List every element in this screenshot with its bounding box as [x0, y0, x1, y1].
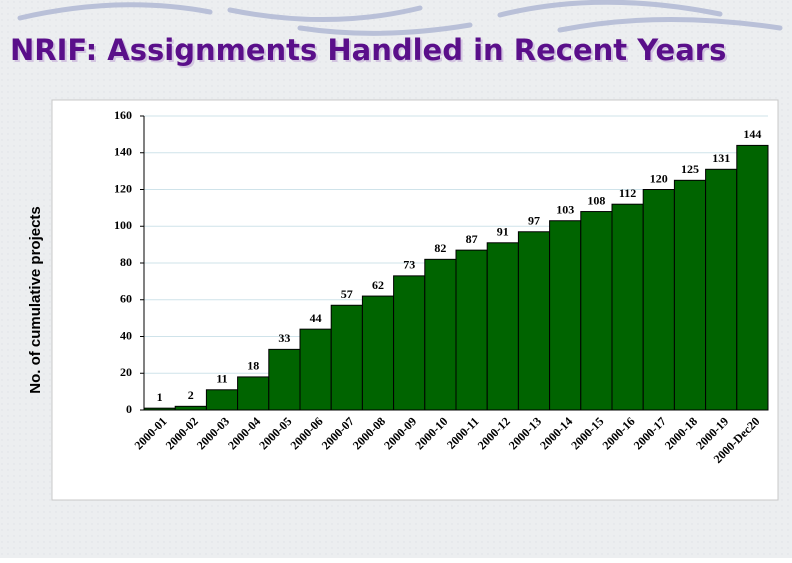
y-tick-label: 120: [114, 181, 132, 195]
bar: [673, 179, 707, 411]
data-label: 2: [188, 388, 194, 402]
data-label: 33: [278, 331, 290, 345]
bar: [736, 144, 769, 411]
title-shadow: NRIF: Assignments Handled in Recent Year…: [12, 35, 728, 69]
data-label: 108: [587, 193, 605, 207]
data-label: 120: [650, 171, 668, 185]
bar: [424, 258, 457, 411]
chart-title: NRIF: Assignments Handled in Recent Year…: [10, 33, 726, 67]
bar: [455, 249, 488, 411]
data-label: 131: [712, 151, 730, 165]
y-axis-label: No. of cumulative projects: [27, 206, 44, 394]
bar: [393, 275, 426, 411]
bar: [174, 405, 207, 411]
bar: [143, 407, 176, 411]
data-label: 57: [341, 287, 353, 301]
y-tick-label: 80: [120, 255, 132, 269]
bar: [486, 242, 519, 411]
data-label: 144: [743, 127, 761, 141]
y-tick-label: 0: [126, 402, 132, 416]
data-label: 97: [528, 214, 540, 228]
data-label: 73: [403, 258, 415, 272]
data-label: 62: [372, 278, 384, 292]
bar: [705, 168, 738, 411]
bar: [268, 348, 301, 411]
bar: [580, 211, 613, 411]
bar: [642, 189, 675, 411]
data-label: 18: [247, 359, 259, 373]
decoration: [17, 0, 783, 36]
bar: [330, 304, 363, 411]
y-tick-label: 20: [120, 365, 132, 379]
bar: [611, 203, 644, 411]
data-label: 112: [619, 186, 636, 200]
bar: [361, 295, 395, 411]
y-tick-label: 100: [114, 218, 132, 232]
data-label: 103: [556, 202, 574, 216]
y-tick-label: 160: [114, 108, 132, 122]
bar: [205, 389, 239, 411]
y-tick-label: 140: [114, 145, 132, 159]
data-label: 1: [157, 390, 163, 404]
y-tick-label: 40: [120, 328, 132, 342]
bar: [237, 376, 270, 411]
data-label: 82: [434, 241, 446, 255]
y-tick-label: 60: [120, 292, 132, 306]
bar: [549, 220, 582, 411]
data-label: 11: [216, 372, 227, 386]
data-label: 44: [310, 311, 322, 325]
bar: [299, 328, 332, 411]
bar: [517, 231, 551, 411]
data-label: 87: [466, 232, 478, 246]
data-label: 125: [681, 162, 699, 176]
data-label: 91: [497, 225, 509, 239]
